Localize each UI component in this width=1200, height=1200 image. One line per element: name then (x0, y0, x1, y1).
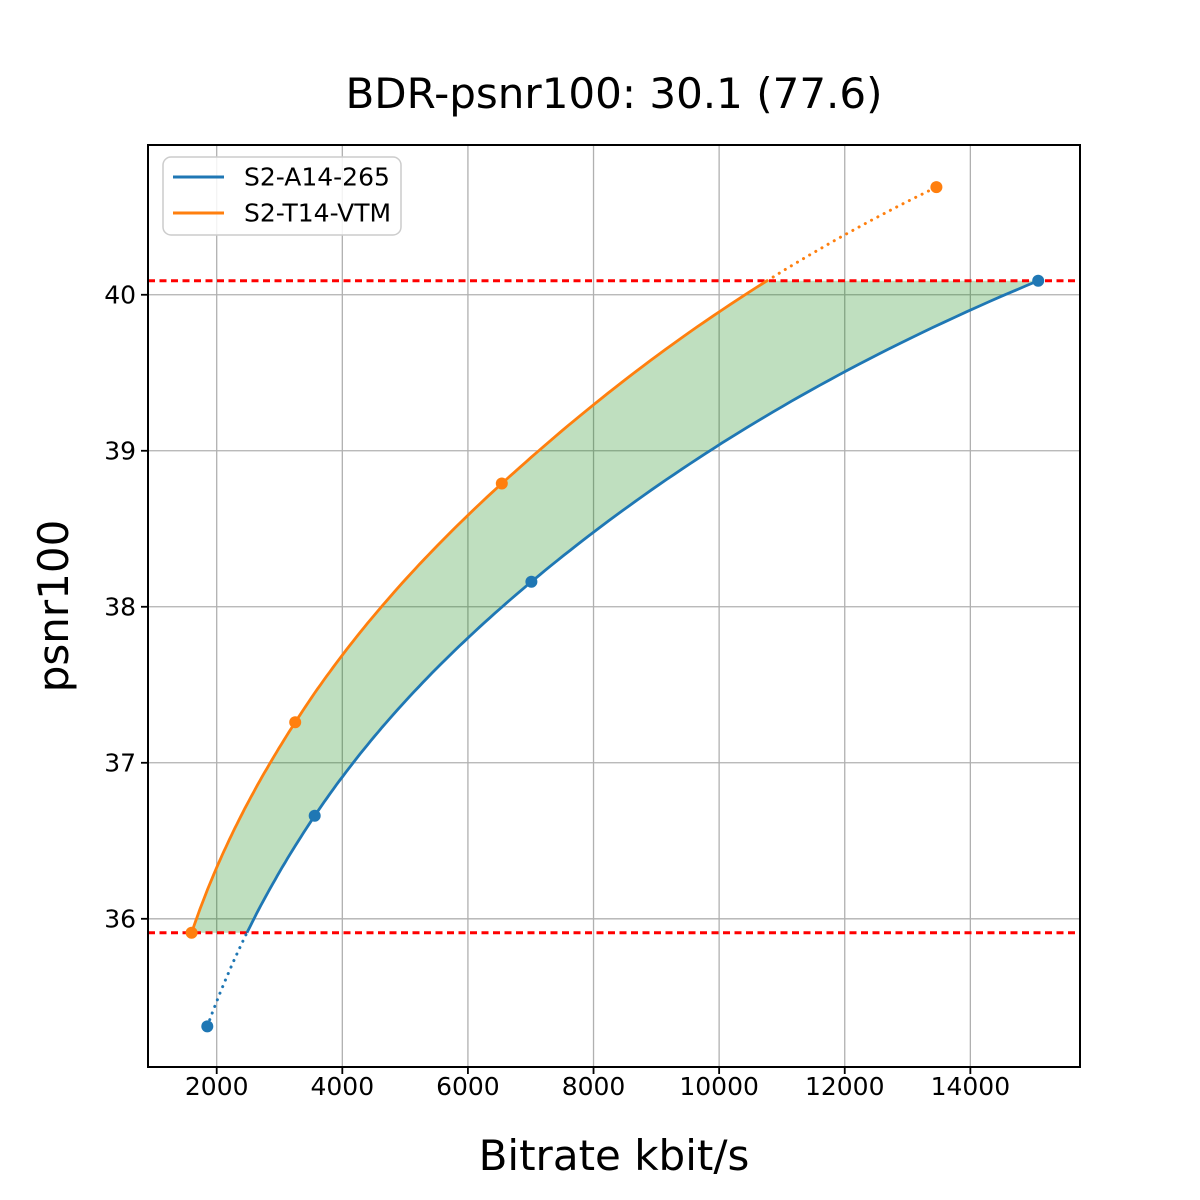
tick-layer: 2000 4000 6000 8000 10000 12000 14000 36 37 38 39 4… (104, 280, 1010, 1101)
bd-shaded-region (191, 280, 1039, 933)
curve-S2-T14-VTM (190, 279, 768, 934)
curve-dotted-S2-T14-VTM (765, 185, 938, 283)
data-point-S2-T14-VTM (930, 181, 943, 194)
legend-label: S2-T14-VTM (244, 199, 391, 228)
x-tick-label: 8000 (562, 1072, 626, 1101)
data-point-S2-A14-265 (201, 1020, 214, 1033)
fill-layer (191, 280, 1039, 933)
legend: S2-A14-265 S2-T14-VTM (162, 156, 402, 236)
y-axis-label: psnr100 (29, 520, 78, 693)
x-axis-label: Bitrate kbit/s (479, 1131, 750, 1180)
chart-title: BDR-psnr100: 30.1 (77.6) (345, 69, 882, 118)
data-point-S2-T14-VTM (289, 716, 302, 729)
legend-label: S2-A14-265 (244, 163, 390, 192)
x-tick-label: 10000 (679, 1072, 759, 1101)
curve-S2-A14-265 (245, 279, 1039, 934)
x-tick-label: 4000 (311, 1072, 375, 1101)
grid-layer (148, 145, 1080, 1067)
marker-layer (185, 181, 1045, 1033)
y-tick-label: 37 (104, 748, 136, 777)
y-tick-label: 39 (104, 436, 136, 465)
series-layer (190, 185, 1039, 1028)
y-tick-label: 38 (104, 592, 136, 621)
hline-layer (148, 279, 1080, 935)
x-tick-label: 12000 (805, 1072, 885, 1101)
x-tick-label: 14000 (931, 1072, 1011, 1101)
x-tick-label: 2000 (185, 1072, 249, 1101)
y-tick-label: 36 (104, 904, 136, 933)
data-point-S2-A14-265 (308, 809, 321, 822)
data-point-S2-A14-265 (1032, 274, 1045, 287)
x-tick-label: 6000 (436, 1072, 500, 1101)
data-point-S2-A14-265 (525, 575, 538, 588)
data-point-S2-T14-VTM (185, 926, 198, 939)
data-point-S2-T14-VTM (495, 477, 508, 490)
y-tick-label: 40 (104, 280, 136, 309)
